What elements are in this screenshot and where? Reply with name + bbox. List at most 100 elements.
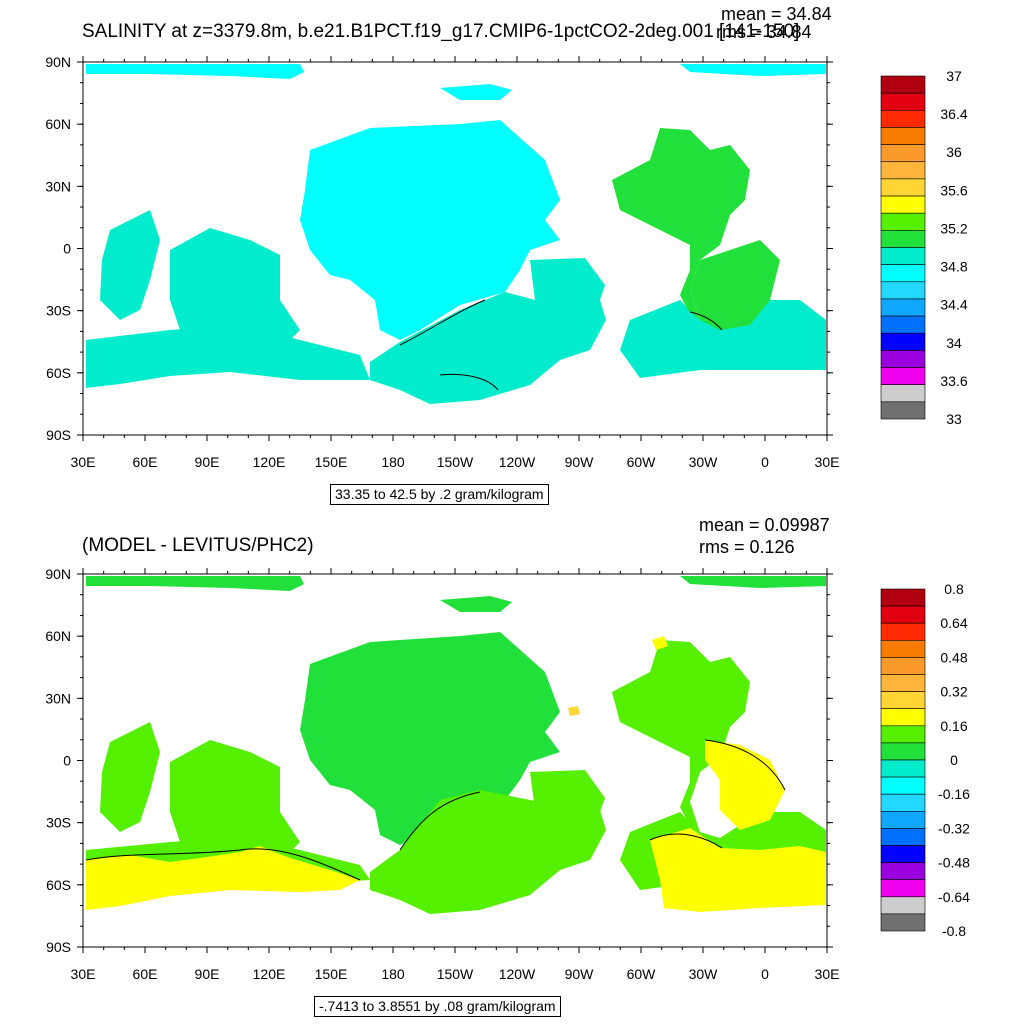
- p2-contour-3: [649, 833, 723, 849]
- p2-lon-label: 120E: [253, 966, 286, 982]
- p2-lon-label: 150E: [315, 966, 348, 982]
- p2-pacific: [300, 632, 560, 845]
- p1-satlantic: [690, 240, 780, 330]
- p1-lon-label: 120W: [499, 454, 536, 470]
- p1-lon-label: 90E: [195, 454, 220, 470]
- panel1-title: SALINITY at z=3379.8m, b.e21.B1PCT.f19_g…: [82, 21, 800, 42]
- p2-lat-label: 60N: [45, 628, 71, 644]
- p1-colorbar-label: 35.2: [940, 220, 967, 236]
- p1-lon-label: 150W: [437, 454, 474, 470]
- p1-lat-label: 90N: [45, 54, 71, 70]
- p2-lon-label: 60W: [627, 966, 657, 982]
- panel2-mean: mean = 0.09987: [699, 515, 830, 535]
- p1-west-indian: [100, 210, 160, 320]
- p2-colorbar-box: [880, 657, 926, 675]
- p1-lon-label: 60E: [133, 454, 158, 470]
- p2-lat-label: 60S: [46, 877, 71, 893]
- p2-colorbar-label: -0.48: [938, 855, 970, 871]
- p1-colorbar-box: [880, 161, 926, 180]
- p2-colorbar-label: -0.16: [938, 786, 970, 802]
- p2-yellow-spot: [652, 636, 668, 650]
- p2-colorbar-box: [880, 896, 926, 915]
- p1-colorbar-box: [880, 264, 926, 283]
- p2-yellow-natl: [705, 740, 785, 830]
- p2-west-indian: [100, 722, 160, 832]
- p1-colorbar-box: [880, 281, 926, 300]
- p2-contour-4: [704, 739, 786, 791]
- panel1-map: [82, 61, 828, 436]
- p1-lon-label: 0: [761, 454, 769, 470]
- p1-colorbar-label: 37: [946, 68, 962, 84]
- p2-contour: [399, 791, 481, 851]
- p2-colorbar-label: 0.8: [944, 581, 964, 597]
- p2-colorbar-label: -0.32: [938, 820, 970, 836]
- p2-colorbar-box: [880, 793, 926, 812]
- p1-lat-label: 0: [63, 241, 71, 257]
- p2-colorbar-box: [880, 845, 926, 863]
- p1-lon-label: 180: [381, 454, 405, 470]
- p1-pacific: [300, 120, 560, 340]
- p1-arctic-east: [680, 64, 826, 76]
- p1-colorbar-box: [880, 212, 926, 231]
- p2-lon-label: 30E: [815, 966, 840, 982]
- p2-indian: [170, 740, 300, 862]
- panel2-contour-info: -.7413 to 3.8551 by .08 gram/kilogram: [314, 996, 561, 1018]
- p2-arctic: [86, 576, 304, 591]
- p2-lat-label: 30N: [45, 690, 71, 706]
- p2-colorbar-box: [880, 810, 926, 829]
- p2-colorbar-label: 0.64: [940, 615, 967, 631]
- p2-lat-label: 0: [63, 753, 71, 769]
- panel1-mean: mean = 34.84: [721, 4, 832, 24]
- p1-colorbar-box: [880, 401, 926, 420]
- p2-lat-label: 90N: [45, 566, 71, 582]
- p2-colorbar-label: 0: [950, 752, 958, 768]
- p1-lon-label: 60W: [627, 454, 657, 470]
- p1-colorbar-box: [880, 332, 926, 351]
- p2-arctic-east: [680, 576, 826, 588]
- p1-contour-2: [439, 373, 499, 391]
- p2-colorbar-label: 0.32: [940, 684, 967, 700]
- p2-colorbar-box: [880, 588, 926, 607]
- p2-yellow-se: [650, 828, 826, 912]
- p1-lat-label: 30S: [46, 303, 71, 319]
- p1-lat-label: 60S: [46, 365, 71, 381]
- p2-lon-label: 30W: [689, 966, 719, 982]
- p1-sw: [86, 325, 370, 388]
- p2-lon-label: 120W: [499, 966, 536, 982]
- p1-colorbar-box: [880, 195, 926, 214]
- p1-lon-label: 30E: [71, 454, 96, 470]
- p1-colorbar-label: 35.6: [940, 182, 967, 198]
- p2-colorbar-box: [880, 605, 926, 624]
- panel1-rms: rms = 34.84: [716, 22, 812, 42]
- p2-colorbar-label: 0.16: [940, 718, 967, 734]
- p2-colorbar-box: [880, 691, 926, 709]
- panel2-map: [82, 573, 828, 948]
- p1-colorbar-label: 34: [946, 335, 962, 351]
- p2-colorbar-box: [880, 759, 926, 778]
- p2-colorbar-box: [880, 879, 926, 898]
- p2-colorbar-box: [880, 776, 926, 795]
- p2-lon-label: 30E: [71, 966, 96, 982]
- p2-colorbar-box: [880, 674, 926, 692]
- p1-colorbar-label: 36: [946, 144, 962, 160]
- p1-colorbar-box: [880, 230, 926, 248]
- p2-colorbar-box: [880, 622, 926, 641]
- p2-colorbar-label: -0.64: [938, 889, 970, 905]
- p2-lat-label: 90S: [46, 939, 71, 955]
- p1-colorbar-box: [880, 110, 926, 128]
- p2-colorbar-box: [880, 639, 926, 658]
- p2-colorbar-label: -0.8: [942, 923, 966, 939]
- p1-colorbar-box: [880, 178, 926, 197]
- p2-colorbar-box: [880, 708, 926, 727]
- p1-colorbar-label: 36.4: [940, 106, 967, 122]
- p2-colorbar-box: [880, 725, 926, 744]
- panel2-rms: rms = 0.126: [699, 537, 795, 557]
- p1-colorbar-box: [880, 350, 926, 368]
- p1-colorbar-box: [880, 92, 926, 111]
- p2-colorbar-box: [880, 913, 926, 932]
- p2-colorbar-box: [880, 742, 926, 761]
- p1-contour: [399, 299, 486, 346]
